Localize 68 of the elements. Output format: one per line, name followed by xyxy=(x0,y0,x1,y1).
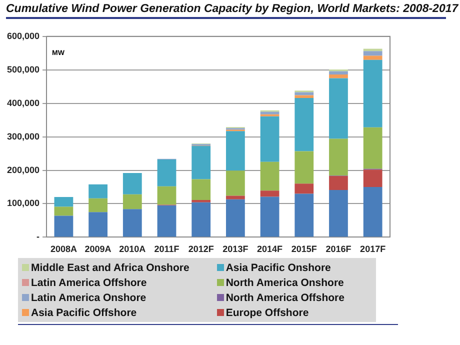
bar xyxy=(226,131,245,171)
bar xyxy=(363,60,382,128)
bar xyxy=(192,146,211,180)
bar xyxy=(54,216,74,237)
bar xyxy=(294,95,314,98)
legend-label: Latin America Offshore xyxy=(31,276,147,290)
bar xyxy=(329,78,348,139)
x-tick-label: 2014F xyxy=(257,244,284,254)
bar xyxy=(329,176,348,190)
x-tick-label: 2012F xyxy=(188,244,214,254)
bar xyxy=(363,187,382,237)
bar xyxy=(192,179,211,200)
bar xyxy=(88,184,108,198)
bar xyxy=(157,186,176,205)
bar xyxy=(192,202,211,237)
bar xyxy=(88,198,108,212)
bar xyxy=(260,116,280,162)
bar xyxy=(226,196,245,200)
chart-title: Cumulative Wind Power Generation Capacity by Region, World Markets: 2008-2017 xyxy=(6,3,458,17)
bar xyxy=(329,190,348,237)
bar xyxy=(329,74,348,78)
bar xyxy=(260,190,280,197)
x-tick-label: 2015F xyxy=(291,244,318,254)
bar xyxy=(157,205,176,237)
y-tick-label: 400,000 xyxy=(6,98,40,108)
y-tick-label: 500,000 xyxy=(6,64,40,74)
bar xyxy=(157,160,176,186)
bar xyxy=(294,98,314,152)
legend-label: North America Onshore xyxy=(226,276,344,290)
bar xyxy=(363,56,382,60)
bar xyxy=(329,71,348,75)
legend-label: Asia Pacific Onshore xyxy=(226,260,331,274)
bar xyxy=(363,170,382,187)
y-tick-label: - xyxy=(36,232,40,242)
bar xyxy=(88,212,108,237)
bar xyxy=(54,197,74,207)
legend-label: Latin America Onshore xyxy=(31,290,146,304)
y-tick-label: 100,000 xyxy=(6,198,40,208)
bar xyxy=(363,51,382,56)
x-tick-label: 2011F xyxy=(154,244,180,254)
bar xyxy=(226,199,245,237)
bar xyxy=(363,127,382,169)
bar xyxy=(294,184,314,194)
legend-label: Middle East and Africa Onshore xyxy=(31,260,190,274)
x-tick-label: 2009A xyxy=(84,244,112,254)
x-tick-label: 2010A xyxy=(119,244,146,254)
x-tick-label: 2017F xyxy=(360,244,386,254)
bar xyxy=(294,151,314,184)
bar xyxy=(122,172,142,194)
y-tick-label: 300,000 xyxy=(6,131,40,142)
bar xyxy=(260,162,280,191)
bar xyxy=(294,92,314,96)
bar xyxy=(260,196,280,237)
x-tick-label: 2013F xyxy=(222,244,249,254)
bar xyxy=(260,112,280,114)
x-tick-label: 2016F xyxy=(326,244,352,254)
bar xyxy=(226,170,245,196)
bar xyxy=(329,138,348,176)
x-tick-label: 2008A xyxy=(50,244,78,254)
legend-label: Europe Offshore xyxy=(226,306,309,320)
bar xyxy=(54,206,74,216)
legend-label: Asia Pacific Offshore xyxy=(31,306,137,320)
y-tick-label: 200,000 xyxy=(6,164,40,175)
legend-label: North America Offshore xyxy=(226,290,344,304)
bar xyxy=(122,194,142,210)
bar xyxy=(294,194,314,237)
bar xyxy=(122,209,142,237)
y-tick-label: 600,000 xyxy=(6,30,40,41)
